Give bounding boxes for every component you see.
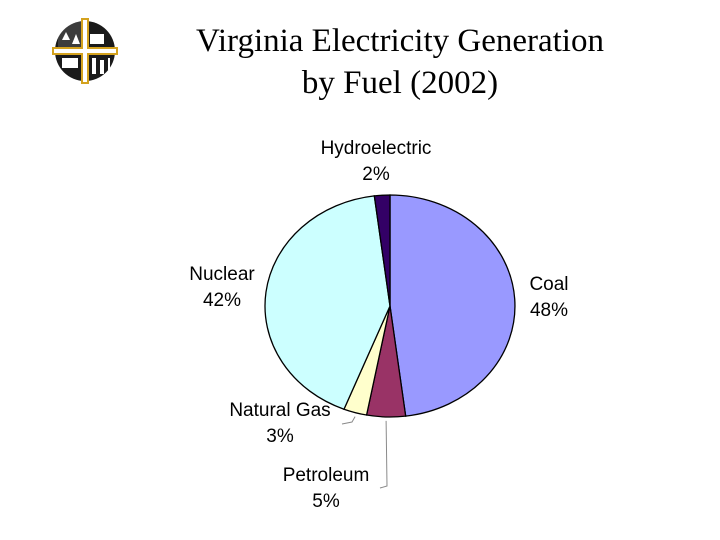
title-line-1: Virginia Electricity Generation <box>196 23 604 59</box>
label-coal-value: 48% <box>530 300 568 321</box>
label-natural-gas-value: 3% <box>266 426 294 447</box>
label-hydroelectric-name: Hydroelectric <box>321 138 432 159</box>
leader-lines <box>341 416 388 489</box>
label-hydroelectric-value: 2% <box>362 164 390 185</box>
leader-line-natural-gas <box>341 416 356 425</box>
leader-line-petroleum <box>379 420 388 489</box>
label-nuclear-value: 42% <box>203 290 241 311</box>
pie-slices <box>264 194 516 418</box>
page-title: Virginia Electricity Generation by Fuel … <box>140 20 660 104</box>
slice-nuclear <box>264 195 391 411</box>
label-coal-name: Coal <box>529 274 568 295</box>
title-line-2: by Fuel (2002) <box>301 65 499 101</box>
label-natural-gas-name: Natural Gas <box>229 400 330 421</box>
label-petroleum-value: 5% <box>312 491 340 512</box>
label-petroleum-name: Petroleum <box>283 465 370 486</box>
label-nuclear-name: Nuclear <box>189 264 255 285</box>
logo-icon <box>52 18 118 84</box>
slice-hydroelectric <box>373 194 391 307</box>
slice-coal <box>389 194 516 417</box>
